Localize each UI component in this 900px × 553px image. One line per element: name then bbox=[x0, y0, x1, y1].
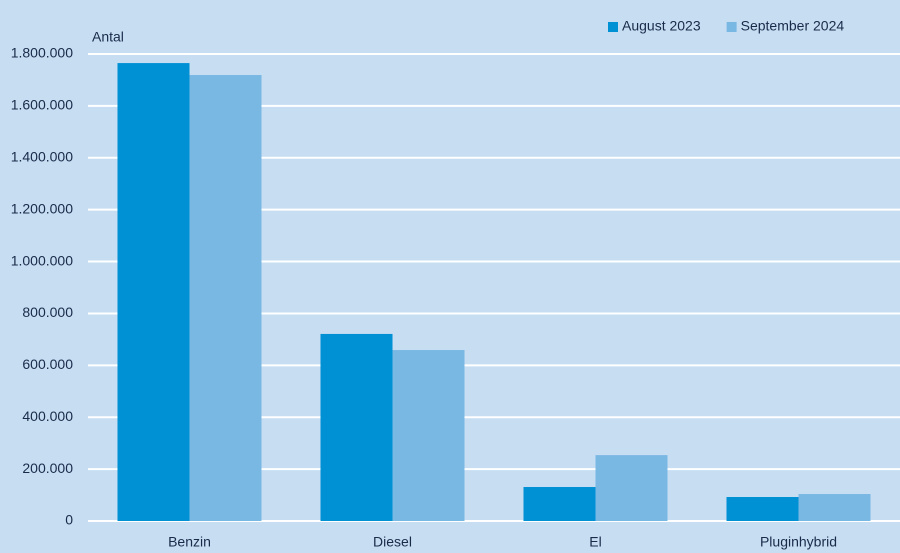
y-tick-label: 200.000 bbox=[22, 460, 73, 476]
bar bbox=[798, 494, 871, 521]
bar bbox=[320, 333, 393, 521]
y-tick-label: 1.000.000 bbox=[11, 252, 73, 268]
y-tick-label: 1.200.000 bbox=[11, 200, 73, 216]
x-tick-label: Diesel bbox=[373, 534, 412, 550]
legend-label: September 2024 bbox=[741, 18, 845, 34]
x-tick-label: El bbox=[589, 534, 601, 550]
bar bbox=[595, 455, 668, 521]
x-tick-label: Benzin bbox=[168, 534, 211, 550]
y-tick-label: 800.000 bbox=[22, 304, 73, 320]
bar bbox=[189, 75, 262, 521]
y-tick-label: 600.000 bbox=[22, 356, 73, 372]
x-tick-label: Pluginhybrid bbox=[760, 534, 837, 550]
bar bbox=[726, 497, 799, 521]
y-tick-label: 400.000 bbox=[22, 408, 73, 424]
y-tick-label: 0 bbox=[65, 512, 73, 528]
bar bbox=[117, 63, 190, 521]
y-tick-label: 1.800.000 bbox=[11, 45, 73, 61]
legend-label: August 2023 bbox=[622, 18, 701, 34]
y-axis-label: Antal bbox=[92, 29, 124, 45]
y-tick-label: 1.600.000 bbox=[11, 97, 73, 113]
legend-swatch bbox=[726, 22, 737, 32]
y-tick-label: 1.400.000 bbox=[11, 148, 73, 164]
legend-swatch bbox=[608, 22, 618, 32]
bar bbox=[392, 350, 465, 521]
bar bbox=[523, 487, 596, 521]
